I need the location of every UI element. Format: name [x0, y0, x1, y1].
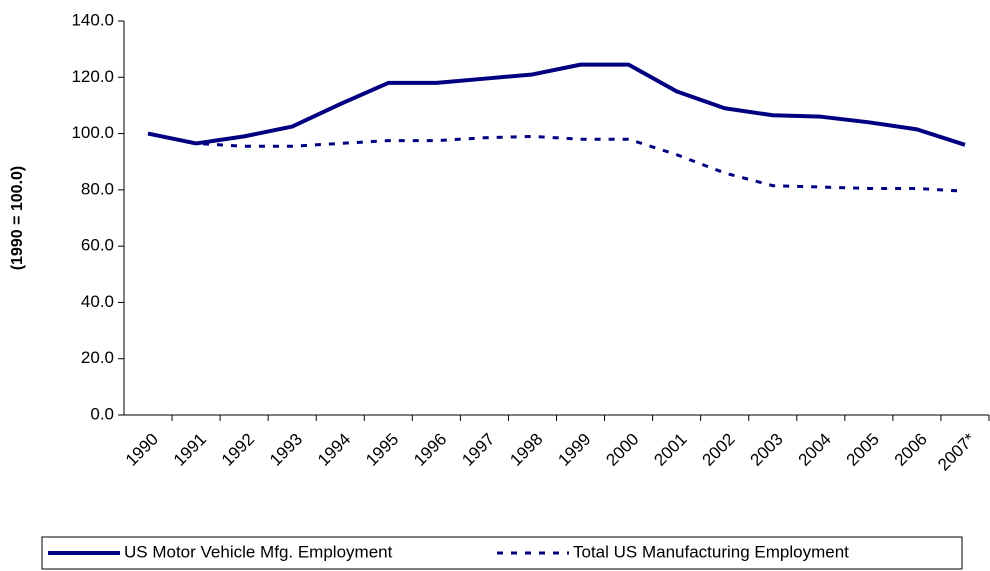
x-tick-label: 2007*: [934, 429, 979, 474]
y-tick-label: 20.0: [81, 348, 114, 367]
x-tick-label: 2000: [602, 430, 642, 470]
series-line: [147, 132, 966, 193]
legend-label: Total US Manufacturing Employment: [573, 542, 849, 561]
x-tick-label: 2004: [795, 430, 835, 470]
x-tick-label: 1999: [554, 430, 594, 470]
y-tick-label: 40.0: [81, 292, 114, 311]
y-tick-label: 60.0: [81, 236, 114, 255]
x-tick-label: 1995: [362, 430, 402, 470]
x-tick-label: 2002: [699, 430, 739, 470]
x-tick-label: 1993: [266, 430, 306, 470]
x-tick-label: 1998: [506, 430, 546, 470]
x-tick-label: 1990: [122, 430, 162, 470]
x-tick-label: 2001: [650, 430, 690, 470]
y-tick-label: 120.0: [71, 67, 114, 86]
x-tick-label: 2003: [747, 430, 787, 470]
series-line: [147, 62, 966, 147]
legend-label: US Motor Vehicle Mfg. Employment: [124, 542, 393, 561]
y-tick-label: 140.0: [71, 10, 114, 29]
y-tick-label: 100.0: [71, 123, 114, 142]
x-tick-label: 1997: [458, 430, 498, 470]
y-axis-label: (1990 = 100.0): [9, 166, 26, 271]
x-tick-label: 1992: [218, 430, 258, 470]
x-tick-label: 1996: [410, 430, 450, 470]
y-tick-label: 80.0: [81, 179, 114, 198]
x-tick-label: 1991: [170, 430, 210, 470]
x-tick-label: 2006: [891, 430, 931, 470]
x-tick-label: 1994: [314, 430, 354, 470]
y-tick-label: 0.0: [90, 404, 114, 423]
x-tick-label: 2005: [843, 430, 883, 470]
